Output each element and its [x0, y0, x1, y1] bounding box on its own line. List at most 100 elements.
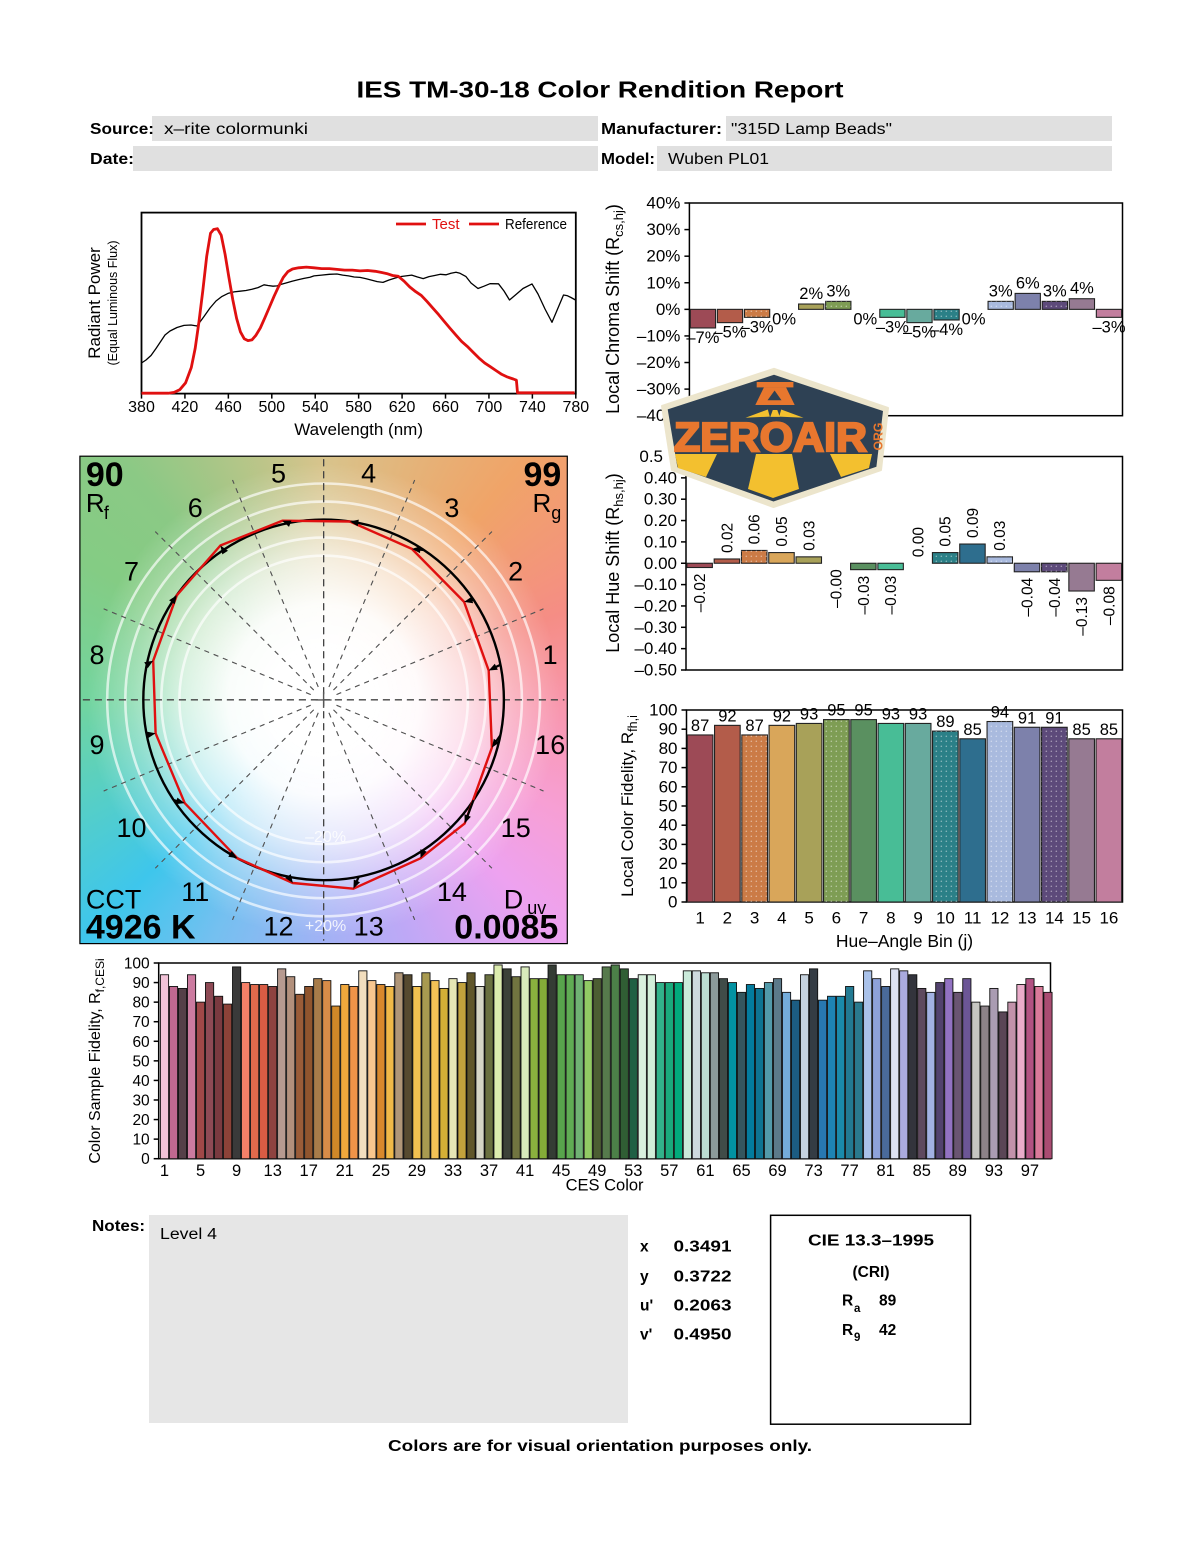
svg-text:11: 11 — [964, 909, 982, 928]
svg-text:0.3491: 0.3491 — [674, 1238, 732, 1255]
svg-text:"315D Lamp Beads": "315D Lamp Beads" — [731, 121, 892, 138]
svg-text:93: 93 — [800, 705, 818, 723]
svg-text:–5%: –5% — [713, 324, 746, 342]
svg-text:0: 0 — [668, 893, 677, 912]
svg-text:x: x — [640, 1238, 649, 1255]
svg-text:5: 5 — [196, 1162, 205, 1180]
svg-text:700: 700 — [476, 399, 503, 416]
svg-text:Wuben PL01: Wuben PL01 — [668, 151, 769, 168]
svg-text:500: 500 — [258, 399, 285, 416]
svg-text:92: 92 — [773, 707, 791, 725]
svg-text:660: 660 — [432, 399, 459, 416]
svg-text:42: 42 — [879, 1322, 896, 1339]
svg-text:–5%: –5% — [903, 324, 936, 342]
svg-text:0.03: 0.03 — [801, 521, 818, 551]
svg-text:2: 2 — [508, 557, 523, 587]
svg-text:1: 1 — [160, 1162, 169, 1180]
svg-text:37: 37 — [480, 1162, 498, 1180]
svg-text:87: 87 — [691, 717, 709, 735]
svg-text:10%: 10% — [646, 273, 680, 292]
svg-text:89: 89 — [879, 1293, 897, 1310]
svg-text:y: y — [640, 1268, 649, 1285]
svg-text:Level 4: Level 4 — [160, 1226, 217, 1243]
svg-text:69: 69 — [768, 1162, 786, 1180]
svg-text:4926 K: 4926 K — [86, 909, 196, 947]
svg-text:4%: 4% — [1070, 280, 1094, 298]
svg-text:420: 420 — [172, 399, 199, 416]
svg-text:g: g — [551, 503, 561, 523]
svg-text:60: 60 — [659, 777, 678, 796]
svg-text:–0.10: –0.10 — [634, 575, 677, 594]
svg-text:–0.13: –0.13 — [1074, 597, 1091, 636]
svg-text:0: 0 — [141, 1151, 150, 1168]
svg-text:0.40: 0.40 — [644, 468, 677, 487]
svg-text:R: R — [842, 1322, 853, 1339]
svg-text:70: 70 — [659, 758, 678, 777]
svg-text:10: 10 — [936, 909, 955, 928]
svg-text:Source:: Source: — [90, 121, 154, 138]
svg-text:–7%: –7% — [686, 329, 719, 347]
svg-text:0.10: 0.10 — [644, 532, 677, 551]
svg-text:30%: 30% — [646, 220, 680, 239]
svg-text:f: f — [104, 503, 110, 523]
svg-text:49: 49 — [588, 1162, 606, 1180]
svg-text:IES TM‑30‑18 Color Rendition R: IES TM‑30‑18 Color Rendition Report — [357, 77, 844, 103]
svg-text:93: 93 — [985, 1162, 1003, 1180]
svg-text:3%: 3% — [989, 282, 1013, 300]
svg-text:89: 89 — [949, 1162, 967, 1180]
svg-text:91: 91 — [1018, 709, 1036, 727]
svg-text:85: 85 — [1100, 721, 1118, 739]
svg-text:95: 95 — [854, 702, 872, 720]
svg-text:–0.04: –0.04 — [1020, 577, 1037, 616]
svg-text:13: 13 — [354, 912, 384, 942]
svg-text:0.05: 0.05 — [938, 516, 955, 546]
svg-text:16: 16 — [1099, 909, 1118, 928]
svg-text:Manufacturer:: Manufacturer: — [601, 121, 722, 138]
svg-text:40: 40 — [659, 816, 678, 835]
svg-text:–0.40: –0.40 — [634, 639, 677, 658]
svg-text:97: 97 — [1021, 1162, 1039, 1180]
svg-text:4: 4 — [361, 458, 376, 488]
svg-text:5: 5 — [271, 458, 286, 488]
svg-text:93: 93 — [882, 705, 900, 723]
svg-text:R: R — [842, 1293, 853, 1310]
svg-text:15: 15 — [501, 813, 531, 843]
svg-text:460: 460 — [215, 399, 242, 416]
svg-text:1: 1 — [543, 640, 558, 670]
svg-text:90: 90 — [132, 975, 150, 992]
svg-text:12: 12 — [990, 909, 1009, 928]
svg-text:–20%: –20% — [637, 353, 680, 372]
svg-text:20%: 20% — [646, 247, 680, 266]
svg-text:85: 85 — [963, 721, 981, 739]
svg-text:20: 20 — [659, 854, 678, 873]
svg-text:99: 99 — [523, 456, 561, 494]
svg-text:0.00: 0.00 — [910, 527, 927, 558]
svg-text:6: 6 — [188, 493, 203, 523]
svg-text:41: 41 — [516, 1162, 534, 1180]
svg-text:v': v' — [640, 1326, 652, 1343]
svg-text:85: 85 — [913, 1162, 931, 1180]
svg-text:13: 13 — [1018, 909, 1037, 928]
svg-text:–0.04: –0.04 — [1047, 577, 1064, 616]
svg-text:0.30: 0.30 — [644, 490, 677, 509]
svg-text:–0.02: –0.02 — [692, 574, 709, 613]
svg-text:Colors are for visual orientat: Colors are for visual orientation purpos… — [388, 1438, 812, 1455]
svg-text:13: 13 — [264, 1162, 282, 1180]
svg-text:92: 92 — [718, 707, 736, 725]
svg-text:Wavelength (nm): Wavelength (nm) — [294, 420, 423, 439]
svg-text:6: 6 — [832, 909, 841, 928]
svg-text:+20%: +20% — [305, 918, 346, 935]
svg-text:80: 80 — [659, 739, 678, 758]
svg-text:–0.08: –0.08 — [1101, 586, 1118, 625]
svg-text:60: 60 — [132, 1034, 150, 1051]
svg-text:0.2063: 0.2063 — [674, 1298, 732, 1315]
svg-text:R: R — [533, 488, 552, 518]
svg-text:0.00: 0.00 — [644, 554, 677, 573]
svg-text:50: 50 — [659, 797, 678, 816]
svg-text:9: 9 — [854, 1332, 860, 1344]
svg-text:30: 30 — [659, 835, 678, 854]
svg-text:10: 10 — [132, 1132, 150, 1149]
svg-text:CIE 13.3–1995: CIE 13.3–1995 — [808, 1233, 934, 1250]
svg-text:–0.30: –0.30 — [634, 618, 677, 637]
svg-text:17: 17 — [300, 1162, 318, 1180]
